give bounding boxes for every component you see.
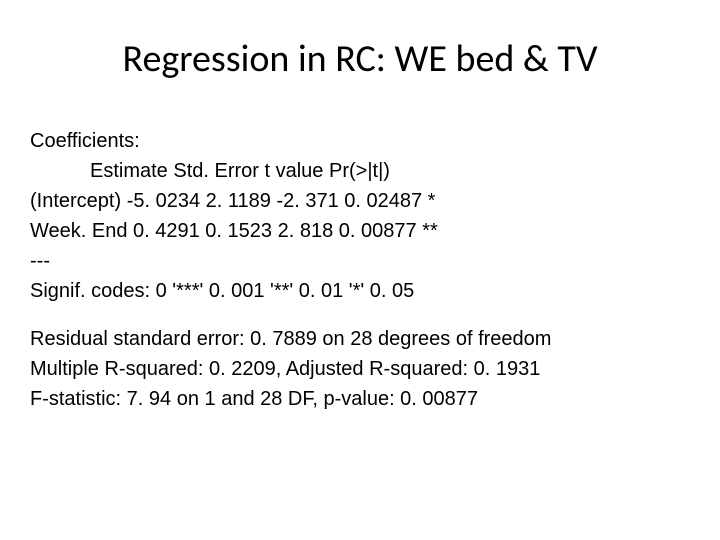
signif-codes: Signif. codes: 0 '***' 0. 001 '**' 0. 01… — [30, 276, 690, 306]
row-weekend: Week. End 0. 4291 0. 1523 2. 818 0. 0087… — [30, 216, 690, 246]
row-intercept: (Intercept) -5. 0234 2. 1189 -2. 371 0. … — [30, 186, 690, 216]
residual-std-error: Residual standard error: 0. 7889 on 28 d… — [30, 324, 690, 354]
r-squared: Multiple R-squared: 0. 2209, Adjusted R-… — [30, 354, 690, 384]
dashes: --- — [30, 246, 690, 276]
f-statistic: F-statistic: 7. 94 on 1 and 28 DF, p-val… — [30, 384, 690, 414]
spacer — [30, 306, 690, 324]
coefficients-label: Coefficients: — [30, 126, 690, 156]
coefficients-header: Estimate Std. Error t value Pr(>|t|) — [30, 156, 690, 186]
slide: Regression in RC: WE bed & TV Coefficien… — [0, 0, 720, 540]
regression-output: Coefficients: Estimate Std. Error t valu… — [30, 126, 690, 414]
slide-title: Regression in RC: WE bed & TV — [30, 36, 690, 82]
